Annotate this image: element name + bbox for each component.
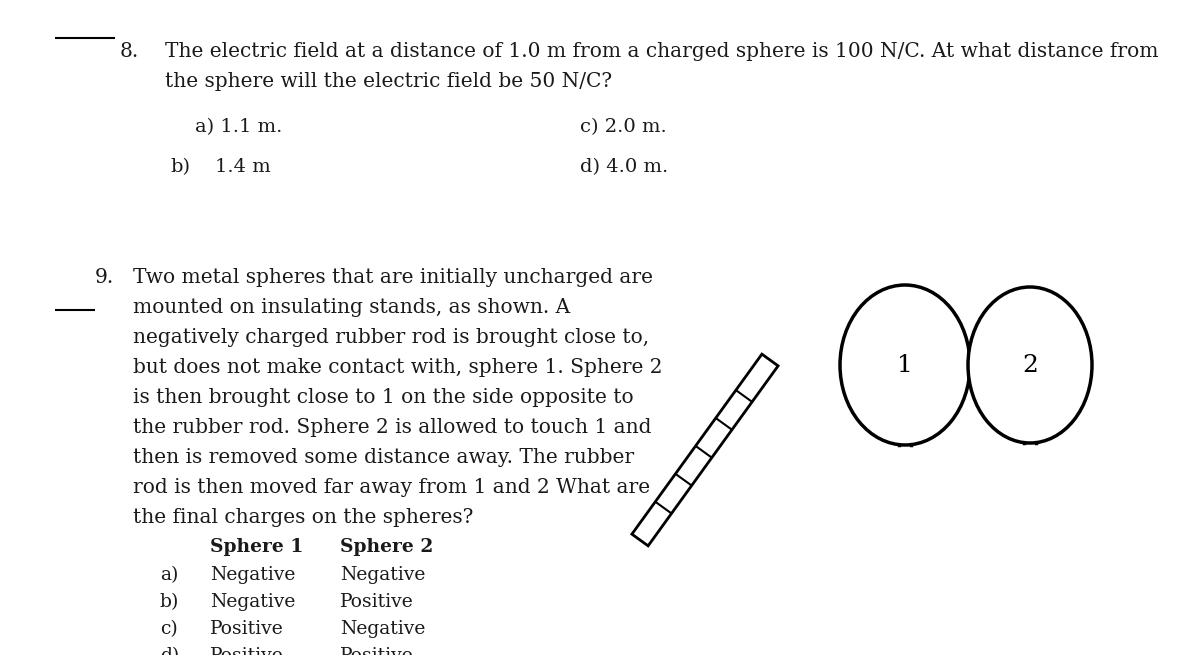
Text: Negative: Negative <box>340 566 425 584</box>
Text: d): d) <box>160 647 179 655</box>
Text: c): c) <box>160 620 178 638</box>
Text: a) 1.1 m.: a) 1.1 m. <box>194 118 282 136</box>
Polygon shape <box>632 354 778 546</box>
Text: Sphere 1: Sphere 1 <box>210 538 304 556</box>
Text: d) 4.0 m.: d) 4.0 m. <box>580 158 668 176</box>
Text: The electric field at a distance of 1.0 m from a charged sphere is 100 N/C. At w: The electric field at a distance of 1.0 … <box>166 42 1158 61</box>
Text: mounted on insulating stands, as shown. A: mounted on insulating stands, as shown. … <box>133 298 570 317</box>
Text: the sphere will the electric field be 50 N/C?: the sphere will the electric field be 50… <box>166 72 612 91</box>
Ellipse shape <box>850 342 960 382</box>
Text: Negative: Negative <box>210 566 295 584</box>
Text: c) 2.0 m.: c) 2.0 m. <box>580 118 667 136</box>
Text: 8.: 8. <box>120 42 139 61</box>
Text: Two metal spheres that are initially uncharged are: Two metal spheres that are initially unc… <box>133 268 653 287</box>
Text: 2: 2 <box>1022 354 1038 377</box>
Text: rod is then moved far away from 1 and 2 What are: rod is then moved far away from 1 and 2 … <box>133 478 650 497</box>
Text: Positive: Positive <box>340 593 414 611</box>
Text: Negative: Negative <box>210 593 295 611</box>
Text: Sphere 2: Sphere 2 <box>340 538 433 556</box>
Text: but does not make contact with, sphere 1. Sphere 2: but does not make contact with, sphere 1… <box>133 358 662 377</box>
Ellipse shape <box>968 287 1092 443</box>
Text: Positive: Positive <box>210 620 283 638</box>
Text: then is removed some distance away. The rubber: then is removed some distance away. The … <box>133 448 634 467</box>
Text: is then brought close to 1 on the side opposite to: is then brought close to 1 on the side o… <box>133 388 634 407</box>
Text: 1: 1 <box>898 354 913 377</box>
Text: Negative: Negative <box>340 620 425 638</box>
Text: b): b) <box>170 158 190 176</box>
Ellipse shape <box>974 340 1085 380</box>
Text: Positive: Positive <box>210 647 283 655</box>
Text: a): a) <box>160 566 179 584</box>
Text: negatively charged rubber rod is brought close to,: negatively charged rubber rod is brought… <box>133 328 649 347</box>
Text: b): b) <box>160 593 179 611</box>
Text: 1.4 m: 1.4 m <box>215 158 271 176</box>
Text: 9.: 9. <box>95 268 114 287</box>
Ellipse shape <box>840 285 970 445</box>
Text: Positive: Positive <box>340 647 414 655</box>
Text: the final charges on the spheres?: the final charges on the spheres? <box>133 508 473 527</box>
Text: the rubber rod. Sphere 2 is allowed to touch 1 and: the rubber rod. Sphere 2 is allowed to t… <box>133 418 652 437</box>
